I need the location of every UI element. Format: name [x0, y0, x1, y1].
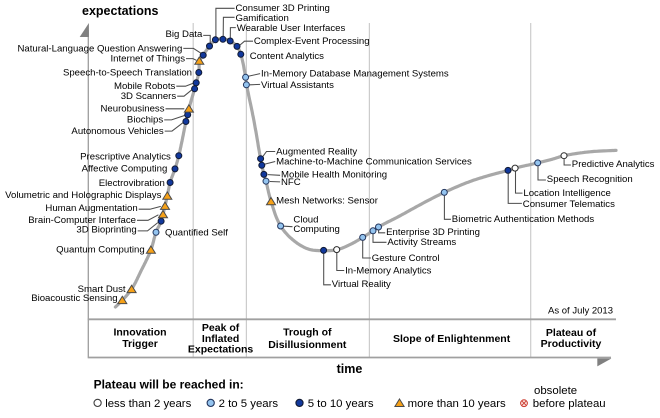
svg-text:Virtual Reality: Virtual Reality	[332, 279, 391, 290]
svg-text:Natural-Language Question Answ: Natural-Language Question Answering	[17, 43, 182, 54]
svg-text:Mobile Robots: Mobile Robots	[114, 81, 176, 92]
svg-text:Speech-to-Speech Translation: Speech-to-Speech Translation	[63, 67, 192, 78]
svg-text:Virtual Assistants: Virtual Assistants	[261, 80, 334, 91]
svg-text:before plateau: before plateau	[533, 398, 606, 410]
svg-text:2 to 5 years: 2 to 5 years	[219, 398, 279, 410]
svg-text:Gamification: Gamification	[236, 13, 289, 24]
svg-text:Cloud: Cloud	[293, 215, 318, 226]
svg-text:3D Bioprinting: 3D Bioprinting	[76, 225, 136, 236]
svg-text:Location Intelligence: Location Intelligence	[523, 188, 610, 199]
svg-text:Affective Computing: Affective Computing	[82, 164, 168, 175]
svg-text:Consumer 3D Printing: Consumer 3D Printing	[236, 3, 330, 14]
svg-text:Complex-Event Processing: Complex-Event Processing	[254, 36, 370, 47]
svg-text:expectations: expectations	[82, 4, 158, 18]
svg-text:Trough of: Trough of	[283, 327, 332, 339]
svg-text:Wearable User Interfaces: Wearable User Interfaces	[237, 23, 346, 34]
svg-text:Internet of Things: Internet of Things	[111, 54, 186, 65]
svg-text:Mobile Health Monitoring: Mobile Health Monitoring	[281, 170, 387, 181]
svg-text:Neurobusiness: Neurobusiness	[101, 104, 165, 115]
svg-text:Prescriptive Analytics: Prescriptive Analytics	[80, 151, 171, 162]
svg-text:Content Analytics: Content Analytics	[250, 51, 324, 62]
svg-text:Human Augmentation: Human Augmentation	[45, 203, 137, 214]
svg-text:Brain-Computer Interface: Brain-Computer Interface	[28, 215, 136, 226]
svg-text:Quantified Self: Quantified Self	[165, 228, 228, 239]
svg-text:Computing: Computing	[293, 224, 339, 235]
svg-text:Inflated: Inflated	[202, 333, 239, 345]
svg-text:Trigger: Trigger	[122, 338, 158, 350]
svg-text:Peak of: Peak of	[202, 322, 240, 334]
svg-text:NFC: NFC	[281, 177, 301, 188]
svg-text:less than 2 years: less than 2 years	[105, 398, 191, 410]
svg-text:Enterprise 3D Printing: Enterprise 3D Printing	[386, 227, 480, 238]
svg-text:time: time	[337, 362, 363, 376]
svg-text:Machine-to-Machine Communicati: Machine-to-Machine Communication Service…	[276, 156, 472, 167]
svg-text:Innovation: Innovation	[113, 327, 166, 339]
svg-text:Expectations: Expectations	[188, 344, 254, 356]
svg-text:Biochips: Biochips	[127, 115, 163, 126]
svg-text:5 to 10 years: 5 to 10 years	[308, 398, 374, 410]
svg-text:Bioacoustic Sensing: Bioacoustic Sensing	[31, 293, 117, 304]
svg-text:Activity Streams: Activity Streams	[387, 237, 456, 248]
svg-text:In-Memory Analytics: In-Memory Analytics	[345, 265, 432, 276]
svg-text:Disillusionment: Disillusionment	[268, 339, 347, 351]
svg-text:Slope of Enlightenment: Slope of Enlightenment	[393, 333, 511, 345]
svg-text:Speech Recognition: Speech Recognition	[547, 174, 633, 185]
svg-text:Volumetric and Holographic Dis: Volumetric and Holographic Displays	[5, 190, 161, 201]
svg-text:Consumer Telematics: Consumer Telematics	[523, 199, 615, 210]
svg-text:Big Data: Big Data	[166, 29, 203, 40]
svg-text:Mesh Networks: Sensor: Mesh Networks: Sensor	[276, 196, 379, 207]
svg-text:Plateau will be reached in:: Plateau will be reached in:	[94, 378, 244, 392]
svg-text:Augmented Reality: Augmented Reality	[276, 146, 357, 157]
svg-text:Gesture Control: Gesture Control	[372, 253, 440, 264]
svg-text:more than 10 years: more than 10 years	[408, 398, 506, 410]
svg-text:obsolete: obsolete	[534, 385, 577, 397]
svg-text:In-Memory Database Management: In-Memory Database Management Systems	[261, 68, 449, 79]
svg-text:Quantum Computing: Quantum Computing	[56, 245, 145, 256]
svg-text:Plateau of: Plateau of	[546, 327, 597, 339]
svg-text:Smart Dust: Smart Dust	[78, 284, 126, 295]
svg-text:As of July 2013: As of July 2013	[548, 306, 613, 317]
svg-text:Autonomous Vehicles: Autonomous Vehicles	[71, 126, 163, 137]
svg-text:Predictive Analytics: Predictive Analytics	[572, 159, 655, 170]
svg-text:Biometric Authentication Metho: Biometric Authentication Methods	[452, 214, 595, 225]
svg-text:Productivity: Productivity	[541, 338, 602, 350]
svg-text:Electrovibration: Electrovibration	[99, 178, 165, 189]
svg-text:3D Scanners: 3D Scanners	[121, 91, 177, 102]
